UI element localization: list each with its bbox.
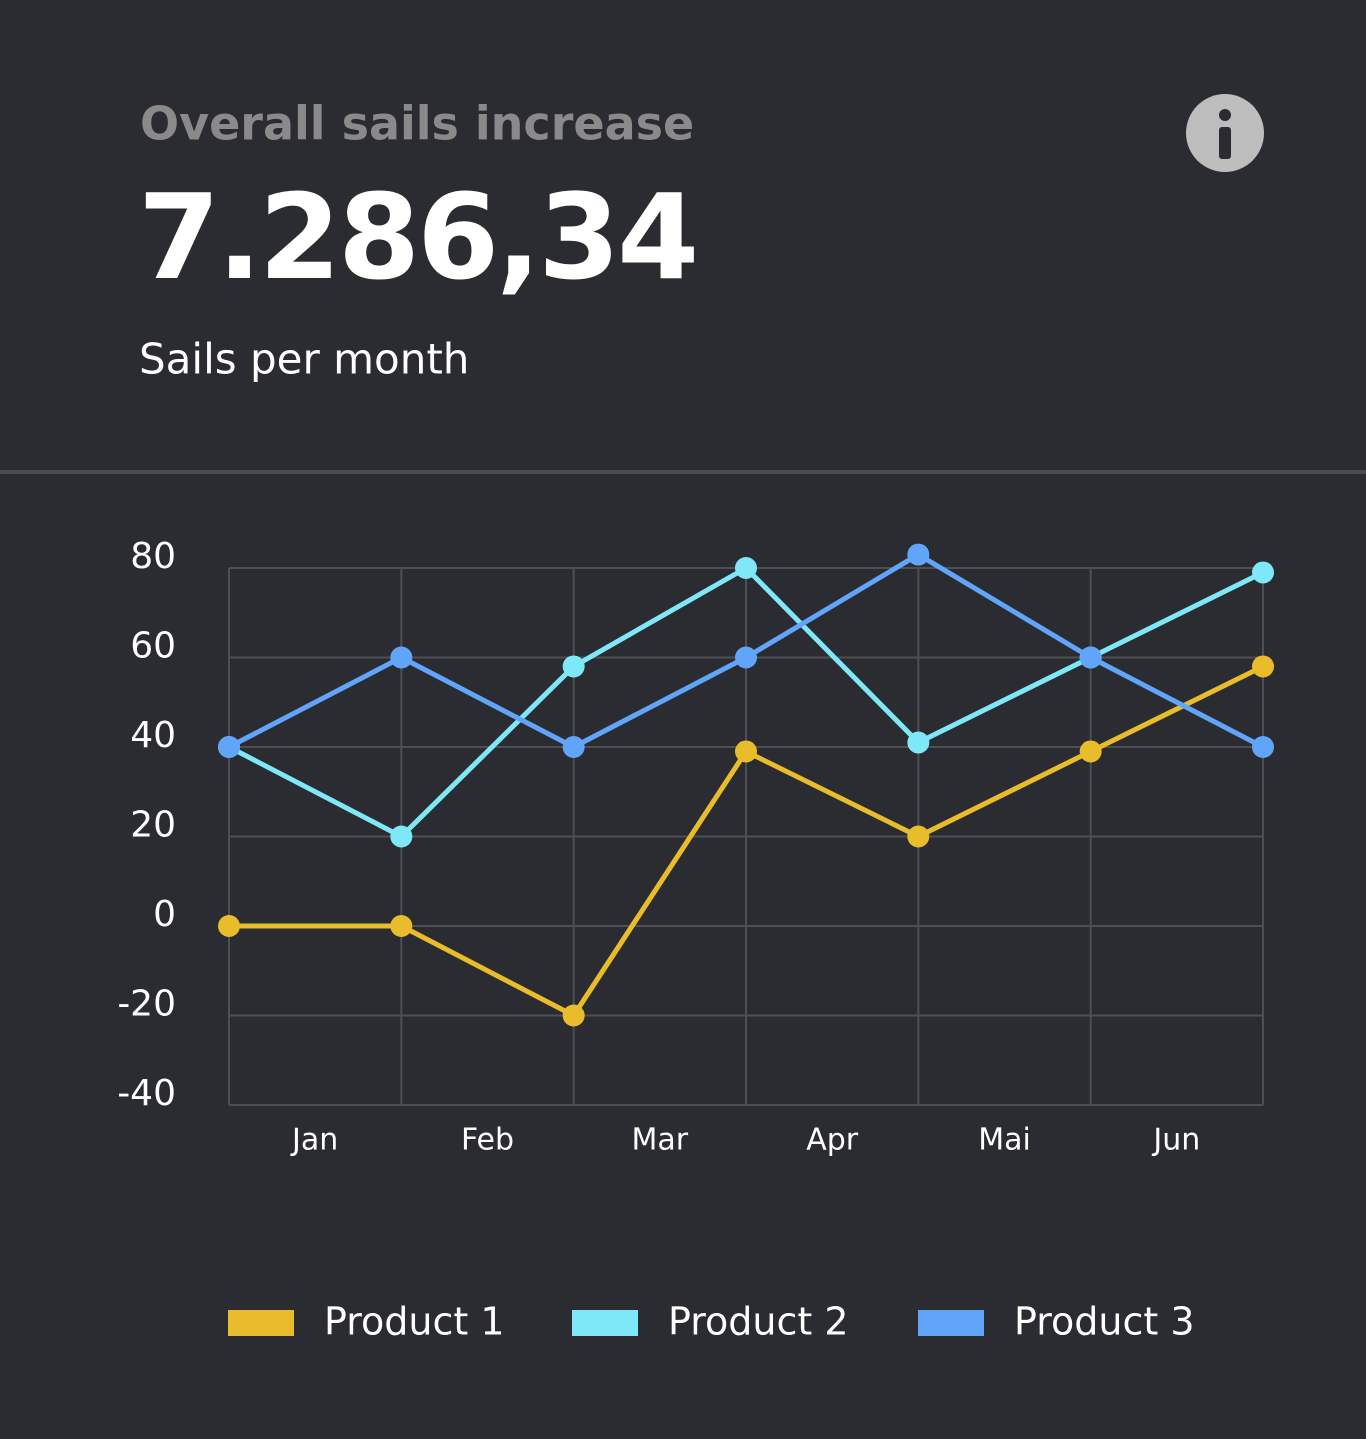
x-tick-label: Apr (806, 1123, 859, 1158)
data-point (1079, 740, 1102, 763)
x-tick-label: Mai (978, 1123, 1031, 1158)
data-point (735, 557, 757, 579)
y-tick-label: 80 (130, 536, 176, 577)
legend-label: Product 3 (1014, 1300, 1195, 1344)
card-subtitle: Sails per month (139, 335, 469, 384)
data-point (907, 825, 930, 848)
data-point (562, 655, 585, 678)
legend-label: Product 2 (668, 1300, 849, 1344)
x-tick-label: Mar (632, 1123, 689, 1158)
data-point (562, 1004, 585, 1027)
legend-swatch (918, 1310, 984, 1336)
y-tick-label: 20 (130, 805, 176, 846)
x-tick-label: Jan (290, 1123, 338, 1158)
data-point (735, 646, 757, 669)
y-tick-label: -40 (117, 1073, 176, 1114)
data-point (218, 915, 240, 937)
data-point (907, 731, 930, 754)
y-tick-label: -20 (117, 984, 176, 1025)
info-icon[interactable] (1186, 94, 1264, 172)
data-point (907, 543, 930, 566)
legend-swatch (228, 1310, 294, 1336)
data-point (562, 736, 585, 758)
info-bar[interactable] (1219, 127, 1231, 159)
data-point (1252, 655, 1274, 678)
data-point (735, 740, 757, 763)
y-tick-label: 60 (130, 626, 176, 667)
info-dot[interactable] (1219, 109, 1231, 121)
data-point (390, 825, 413, 848)
x-tick-label: Jun (1151, 1123, 1200, 1158)
legend-swatch (572, 1310, 638, 1336)
card-value: 7.286,34 (138, 168, 696, 306)
data-point (1252, 736, 1274, 758)
card-title: Overall sails increase (140, 97, 694, 151)
legend-label: Product 1 (324, 1300, 505, 1344)
data-point (390, 646, 413, 669)
divider (0, 470, 1366, 474)
data-point (1252, 561, 1274, 584)
data-point (218, 736, 240, 758)
y-tick-label: 0 (153, 894, 176, 935)
y-tick-label: 40 (130, 715, 176, 756)
data-point (1079, 646, 1102, 669)
data-point (390, 915, 413, 937)
x-tick-label: Feb (461, 1123, 514, 1158)
